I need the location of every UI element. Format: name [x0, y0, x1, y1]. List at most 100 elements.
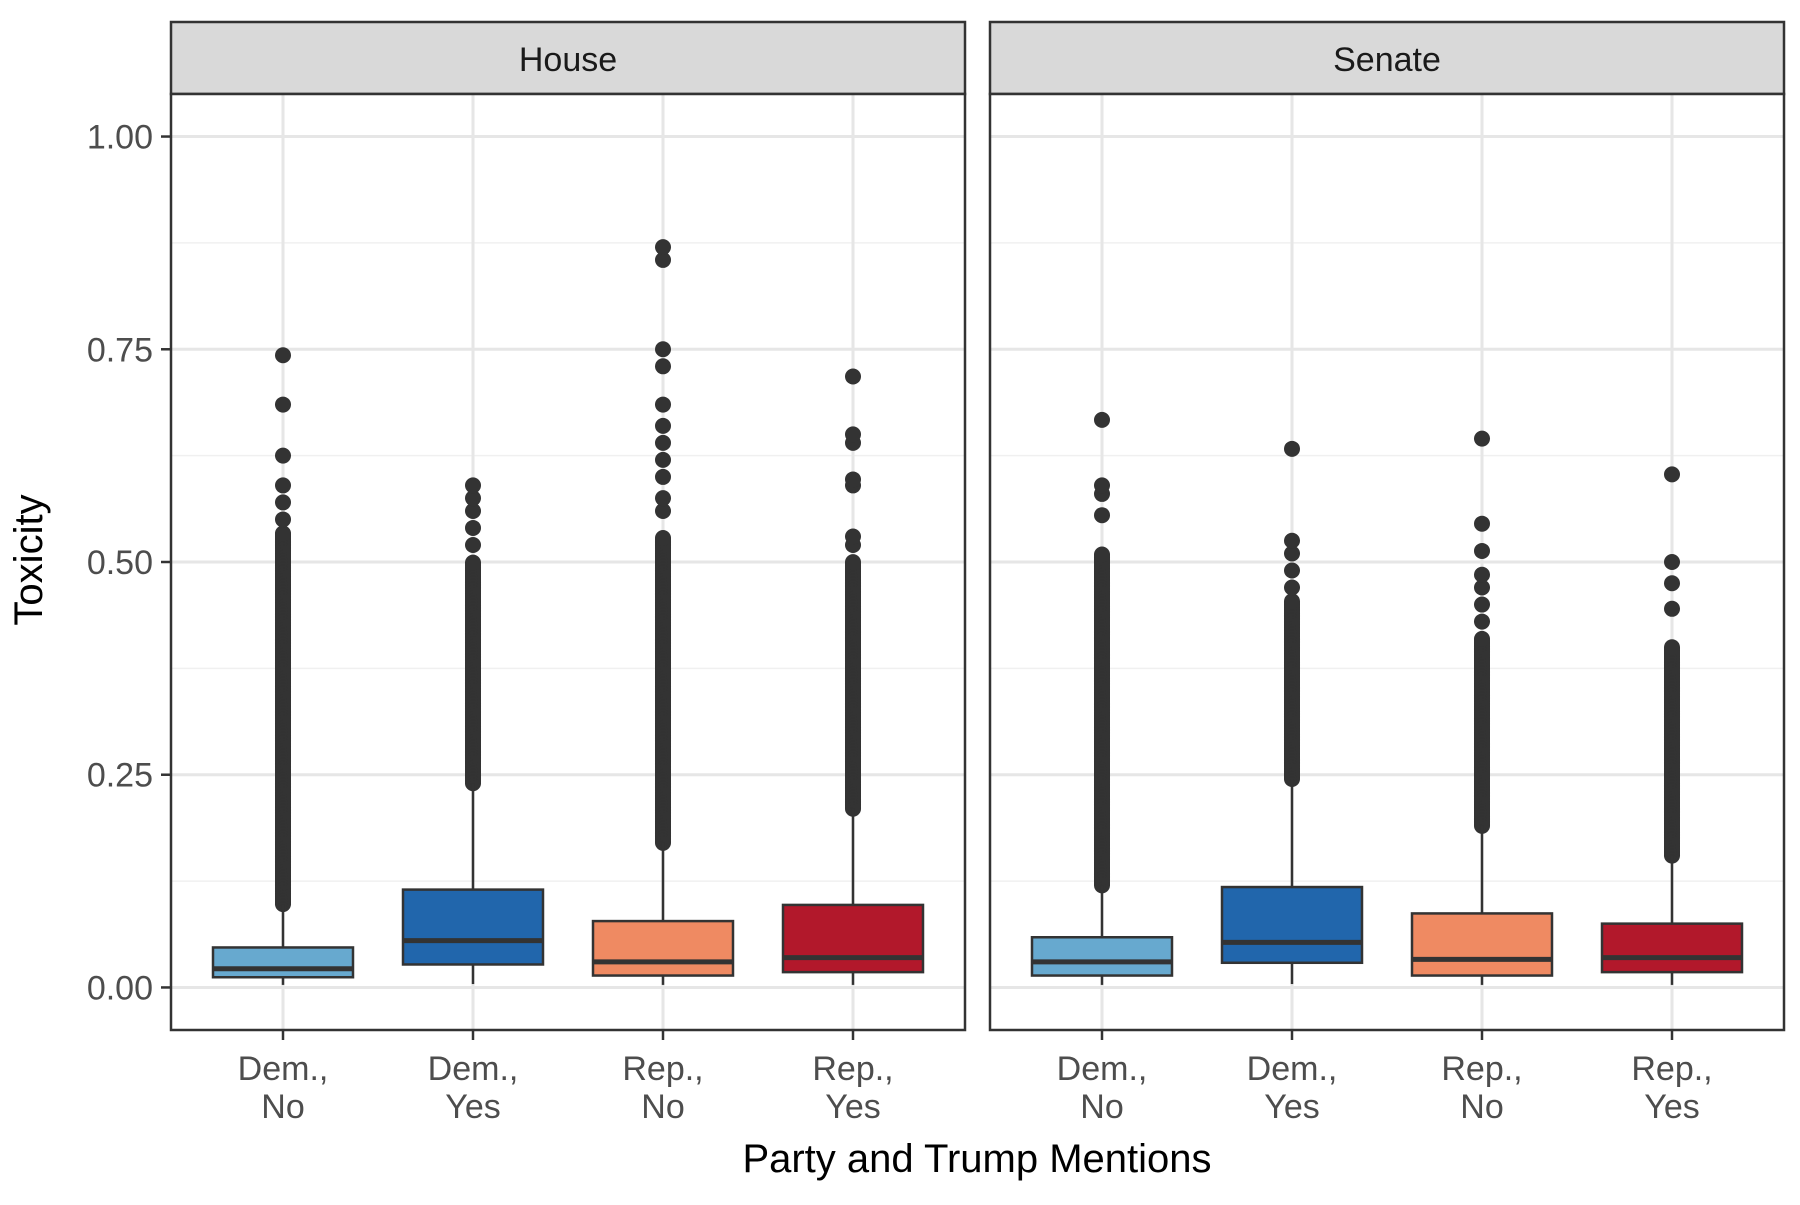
- outlier-point: [655, 358, 671, 375]
- y-axis: 0.00 0.25 0.50 0.75 1.00: [87, 119, 171, 1007]
- outlier-point: [465, 554, 481, 571]
- outlier-point: [275, 396, 291, 413]
- y-tick-label: 0.00: [87, 969, 153, 1007]
- outlier-point: [845, 554, 861, 571]
- y-tick-label: 0.25: [87, 757, 153, 795]
- iqr-box: [1030, 936, 1174, 977]
- y-tick-label: 1.00: [87, 119, 153, 157]
- outlier-point: [655, 239, 671, 256]
- x-tick-label-line1: Rep.,: [1631, 1050, 1712, 1088]
- outlier-point: [275, 477, 291, 494]
- box-repyes: Rep.,Yes: [1600, 466, 1744, 1126]
- outlier-point: [845, 368, 861, 385]
- outlier-point: [655, 251, 671, 268]
- outlier-point: [1664, 639, 1680, 656]
- outlier-point: [1664, 554, 1680, 570]
- x-tick-label-line1: Rep.,: [812, 1050, 893, 1088]
- outlier-point: [1284, 545, 1300, 562]
- facet-strip: [988, 20, 1786, 96]
- outlier-point: [1664, 466, 1680, 483]
- y-tick-label: 0.75: [87, 331, 153, 369]
- box-demyes: Dem.,Yes: [401, 477, 545, 1126]
- x-tick-label-line1: Rep.,: [1441, 1050, 1522, 1088]
- iqr-box: [1410, 912, 1554, 977]
- outlier-point: [1474, 579, 1490, 596]
- outlier-point: [275, 525, 291, 542]
- outlier-point: [465, 536, 481, 553]
- outlier-point: [465, 519, 481, 536]
- outlier-point: [1094, 507, 1110, 524]
- outlier-point: [655, 434, 671, 451]
- outlier-point: [655, 468, 671, 485]
- iqr-box: [591, 919, 735, 977]
- outlier-point: [1284, 532, 1300, 549]
- outlier-point: [1474, 430, 1490, 447]
- panels-layer: HouseDem.,NoDem.,YesRep.,NoRep.,YesSenat…: [169, 20, 1786, 1126]
- outlier-point: [275, 447, 291, 464]
- x-tick-label-line2: Yes: [1264, 1088, 1319, 1126]
- outlier-point: [1474, 542, 1490, 559]
- outlier-point: [655, 341, 671, 358]
- x-tick-label-line2: No: [261, 1088, 304, 1126]
- iqr-box: [1600, 922, 1744, 974]
- outlier-point: [845, 426, 861, 443]
- x-tick-label-line2: Yes: [1644, 1088, 1699, 1126]
- outlier-point: [1474, 566, 1490, 583]
- x-tick-label-line2: No: [1080, 1088, 1123, 1126]
- x-tick-label-line1: Dem.,: [1247, 1050, 1338, 1088]
- iqr-box: [401, 888, 545, 966]
- outlier-point: [1664, 575, 1680, 592]
- outlier-point: [1284, 593, 1300, 610]
- outlier-point: [1094, 411, 1110, 428]
- panel-border: [988, 92, 1786, 1032]
- outlier-point: [1474, 596, 1490, 613]
- outlier-point: [1474, 613, 1490, 630]
- y-tick-label: 0.50: [87, 544, 153, 582]
- outlier-point: [1094, 477, 1110, 494]
- x-tick-label-line1: Dem.,: [238, 1050, 329, 1088]
- x-axis-title: Party and Trump Mentions: [742, 1137, 1211, 1181]
- outlier-point: [845, 471, 861, 488]
- outlier-point: [655, 530, 671, 547]
- x-tick-label-line2: No: [641, 1088, 684, 1126]
- outlier-point: [1664, 600, 1680, 617]
- facet-strip: [169, 20, 967, 96]
- facet-strip-label: Senate: [1333, 41, 1441, 79]
- outlier-point: [1474, 630, 1490, 647]
- outlier-point: [465, 490, 481, 507]
- outlier-point: [655, 502, 671, 519]
- box-repno: Rep.,No: [591, 239, 735, 1126]
- box-demno: Dem.,No: [1030, 411, 1174, 1126]
- outlier-point: [655, 490, 671, 507]
- outlier-point: [845, 528, 861, 545]
- box-repno: Rep.,No: [1410, 430, 1554, 1126]
- y-axis-title: Toxicity: [7, 494, 51, 625]
- outlier-point: [275, 494, 291, 511]
- iqr-box: [211, 946, 355, 979]
- iqr-box: [781, 903, 925, 974]
- outlier-point: [465, 477, 481, 494]
- x-tick-label-line1: Rep.,: [622, 1050, 703, 1088]
- outlier-point: [655, 417, 671, 434]
- box-demno: Dem.,No: [211, 347, 355, 1126]
- iqr-box: [1220, 885, 1364, 965]
- outlier-point: [1284, 579, 1300, 596]
- outlier-point: [465, 502, 481, 519]
- box-demyes: Dem.,Yes: [1220, 440, 1364, 1126]
- outlier-point: [1284, 440, 1300, 457]
- box-repyes: Rep.,Yes: [781, 368, 925, 1126]
- x-tick-label-line2: Yes: [445, 1088, 500, 1126]
- outlier-point: [1094, 546, 1110, 563]
- facet-strip-label: House: [519, 41, 617, 79]
- outlier-point: [1474, 515, 1490, 532]
- outlier-point: [275, 347, 291, 364]
- x-tick-label-line2: No: [1460, 1088, 1503, 1126]
- outlier-point: [1284, 562, 1300, 579]
- outlier-point: [275, 511, 291, 528]
- x-tick-label-line1: Dem.,: [1057, 1050, 1148, 1088]
- x-tick-label-line1: Dem.,: [428, 1050, 519, 1088]
